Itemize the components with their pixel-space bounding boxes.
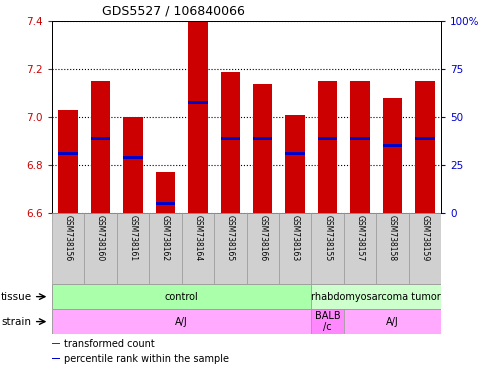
Bar <box>344 309 441 334</box>
Bar <box>58 152 78 155</box>
Text: GSM738160: GSM738160 <box>96 215 105 262</box>
Bar <box>123 117 142 213</box>
Bar <box>318 137 337 140</box>
Text: GSM738156: GSM738156 <box>64 215 72 262</box>
Bar <box>52 284 312 309</box>
Bar <box>285 115 305 213</box>
Bar <box>415 81 435 213</box>
Bar <box>149 213 181 284</box>
Text: GSM738161: GSM738161 <box>128 215 138 262</box>
Text: GSM738155: GSM738155 <box>323 215 332 262</box>
Bar <box>285 152 305 155</box>
Text: transformed count: transformed count <box>64 339 155 349</box>
Bar <box>383 98 402 213</box>
Text: GSM738158: GSM738158 <box>388 215 397 262</box>
Text: GSM738164: GSM738164 <box>193 215 202 262</box>
Bar <box>246 213 279 284</box>
Bar <box>376 213 409 284</box>
Text: A/J: A/J <box>175 316 188 327</box>
Bar <box>220 71 240 213</box>
Text: GSM738163: GSM738163 <box>291 215 300 262</box>
Text: BALB
/c: BALB /c <box>315 311 341 333</box>
Text: percentile rank within the sample: percentile rank within the sample <box>64 354 229 364</box>
Text: GSM738165: GSM738165 <box>226 215 235 262</box>
Bar <box>344 213 376 284</box>
Text: tissue: tissue <box>1 291 32 302</box>
Bar <box>279 213 312 284</box>
Bar <box>351 137 370 140</box>
Bar <box>220 137 240 140</box>
Text: GSM738157: GSM738157 <box>355 215 365 262</box>
Bar <box>415 137 435 140</box>
Text: rhabdomyosarcoma tumor: rhabdomyosarcoma tumor <box>312 291 441 302</box>
Bar <box>123 156 142 159</box>
Bar <box>84 213 117 284</box>
Text: control: control <box>165 291 199 302</box>
Bar <box>351 81 370 213</box>
Bar <box>156 172 175 213</box>
Bar <box>91 81 110 213</box>
Bar <box>188 21 208 213</box>
Bar <box>52 213 84 284</box>
Bar <box>58 110 78 213</box>
Bar <box>117 213 149 284</box>
Bar <box>52 358 60 359</box>
Bar <box>52 309 312 334</box>
Bar <box>156 202 175 205</box>
Bar <box>383 144 402 147</box>
Text: GSM738162: GSM738162 <box>161 215 170 262</box>
Text: GSM738159: GSM738159 <box>421 215 429 262</box>
Text: A/J: A/J <box>386 316 399 327</box>
Bar <box>312 284 441 309</box>
Bar <box>253 137 273 140</box>
Bar <box>253 84 273 213</box>
Bar <box>52 343 60 344</box>
Bar <box>409 213 441 284</box>
Bar <box>181 213 214 284</box>
Bar <box>91 137 110 140</box>
Bar <box>318 81 337 213</box>
Text: strain: strain <box>1 316 31 327</box>
Text: GDS5527 / 106840066: GDS5527 / 106840066 <box>103 4 245 17</box>
Text: GSM738166: GSM738166 <box>258 215 267 262</box>
Bar <box>188 101 208 104</box>
Bar <box>312 309 344 334</box>
Bar <box>214 213 246 284</box>
Bar <box>312 213 344 284</box>
